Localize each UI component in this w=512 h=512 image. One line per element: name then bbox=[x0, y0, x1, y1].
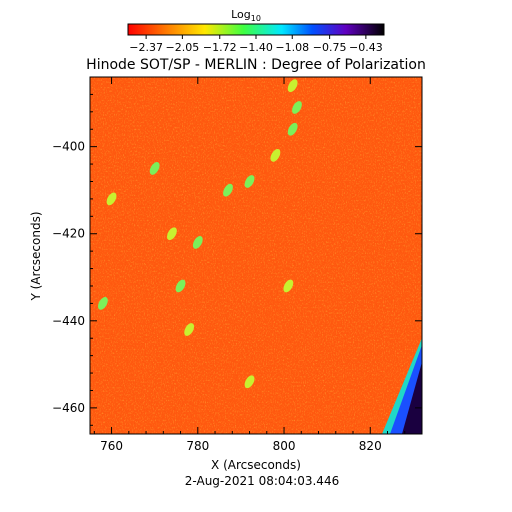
polarization-feature bbox=[175, 279, 186, 293]
y-tick-label: −400 bbox=[52, 140, 85, 154]
y-tick-label: −460 bbox=[52, 401, 85, 415]
plot-frame bbox=[89, 76, 423, 435]
colorbar-label: Log10 bbox=[231, 8, 261, 23]
y-axis: −400 −420 −440 −460 bbox=[52, 76, 422, 426]
edge-strip-dark bbox=[402, 362, 422, 434]
colorbar-tick-label: −1.72 bbox=[203, 41, 237, 54]
y-tick-label: −420 bbox=[52, 227, 85, 241]
colorbar-tick-label: −1.40 bbox=[239, 41, 273, 54]
polarization-feature bbox=[192, 236, 203, 249]
x-axis-label: X (Arcseconds) bbox=[211, 458, 301, 472]
polarization-feature bbox=[149, 162, 160, 175]
x-tick-label: 800 bbox=[273, 439, 296, 453]
polarization-feature bbox=[270, 148, 281, 162]
y-axis-label: Y (Arcseconds) bbox=[29, 211, 43, 301]
heatmap-image bbox=[90, 77, 422, 434]
polarization-feature bbox=[287, 122, 298, 136]
polarization-feature bbox=[244, 375, 255, 389]
colorbar-ticks: −2.37 −2.05 −1.72 −1.40 −1.08 −0.75 −0.43 bbox=[129, 35, 383, 54]
x-axis: 760 780 800 820 bbox=[93, 77, 423, 453]
chart-title: Hinode SOT/SP - MERLIN : Degree of Polar… bbox=[86, 57, 426, 73]
polarization-feature bbox=[106, 192, 117, 206]
polarization-feature bbox=[98, 297, 108, 310]
polarization-feature bbox=[244, 175, 255, 188]
y-tick-label: −440 bbox=[52, 314, 85, 328]
timestamp: 2-Aug-2021 08:04:03.446 bbox=[185, 474, 339, 488]
polarization-features bbox=[98, 79, 302, 389]
polarization-feature bbox=[292, 101, 302, 114]
polarization-feature bbox=[184, 323, 195, 336]
polarization-feature bbox=[223, 183, 233, 197]
colorbar bbox=[127, 23, 385, 36]
colorbar-tick-label: −0.75 bbox=[313, 41, 347, 54]
x-tick-label: 820 bbox=[359, 439, 382, 453]
x-tick-label: 760 bbox=[100, 439, 123, 453]
polarization-feature bbox=[287, 79, 298, 93]
colorbar-tick-label: −1.08 bbox=[275, 41, 309, 54]
colorbar-tick-label: −0.43 bbox=[349, 41, 383, 54]
colorbar-tick-label: −2.05 bbox=[166, 41, 200, 54]
colorbar-tick-label: −2.37 bbox=[129, 41, 163, 54]
polarization-feature bbox=[166, 227, 177, 241]
x-tick-label: 780 bbox=[186, 439, 209, 453]
polarization-feature bbox=[283, 279, 294, 293]
